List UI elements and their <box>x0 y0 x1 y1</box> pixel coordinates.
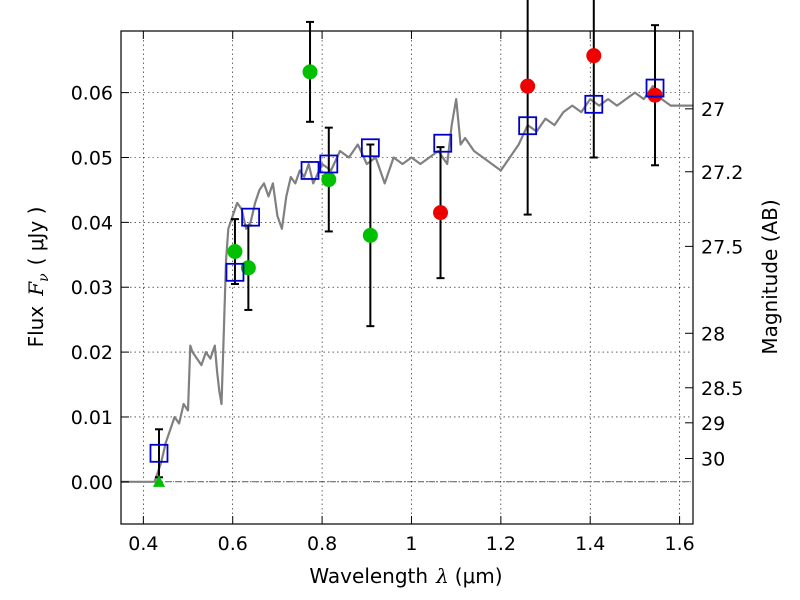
data-layer <box>121 0 693 487</box>
data-point-red <box>520 78 536 94</box>
y-axis-title-unit: ( μJy ) <box>24 207 48 266</box>
model-square-marker <box>300 161 320 180</box>
data-point-green <box>321 172 337 188</box>
plot-frame <box>120 30 694 525</box>
data-point-green <box>302 64 318 80</box>
model-square-marker <box>241 207 260 227</box>
y2-tick-label: 28 <box>701 323 725 345</box>
grid <box>121 31 693 524</box>
x-axis-title: Wavelength λ (μm) <box>309 564 502 588</box>
model-square-marker <box>518 116 538 136</box>
y2-tick-label: 28.5 <box>701 378 743 400</box>
model-square-marker <box>149 443 169 463</box>
data-point-green <box>362 227 378 243</box>
model-square-marker <box>360 138 380 158</box>
y2-tick-label: 27.2 <box>701 162 743 184</box>
y-tick-label: 0.01 <box>71 407 113 429</box>
x-tick-label: 1.2 <box>486 533 516 555</box>
model-square-marker <box>645 78 665 98</box>
upper-limit-triangle <box>152 474 165 487</box>
y-tick-label: 0.03 <box>71 277 113 299</box>
y-tick-label: 0.06 <box>71 83 113 105</box>
y-axis-title-subscript: ν <box>36 273 52 282</box>
y-tick-label: 0.04 <box>71 212 113 234</box>
model-square-marker <box>584 94 604 114</box>
y-tick-label: 0.05 <box>71 147 113 169</box>
data-point-green <box>240 260 256 276</box>
data-point-red <box>647 87 663 103</box>
sed-model-line <box>121 84 693 483</box>
model-square-marker <box>433 133 453 153</box>
y2-tick-label: 27 <box>701 99 725 121</box>
data-point-green <box>227 244 243 260</box>
y-tick-label: 0.02 <box>71 342 113 364</box>
x-tick-label: 1 <box>405 533 417 555</box>
y-tick-label: 0.00 <box>71 472 113 494</box>
model-square-marker <box>225 262 245 282</box>
data-point-red <box>586 48 602 64</box>
y2-tick-label: 29 <box>701 413 725 435</box>
x-tick-label: 0.6 <box>218 533 248 555</box>
y-axis-title-symbol: F <box>24 281 48 297</box>
data-point-red <box>433 205 449 221</box>
x-tick-label: 0.4 <box>128 533 158 555</box>
y2-tick-label: 30 <box>701 448 725 470</box>
ticks: 0.4 0.6 0.8 1 1.2 1.4 1.6 0.00 0.01 0.02 0.03 0.04 0… <box>71 31 743 555</box>
y2-tick-label: 27.5 <box>701 236 743 258</box>
y2-axis-title: Magnitude (AB) <box>758 199 782 354</box>
x-tick-label: 0.8 <box>307 533 337 555</box>
x-axis-title-symbol: λ <box>435 564 449 588</box>
y-axis-title-prefix: Flux <box>24 306 48 348</box>
x-axis-title-unit: (μm) <box>455 564 503 588</box>
model-square-marker <box>319 154 339 174</box>
y-axis-title: Flux Fν ( μJy ) <box>24 207 52 348</box>
x-tick-label: 1.6 <box>664 533 694 555</box>
x-axis-title-prefix: Wavelength <box>309 564 428 588</box>
x-tick-label: 1.4 <box>575 533 605 555</box>
